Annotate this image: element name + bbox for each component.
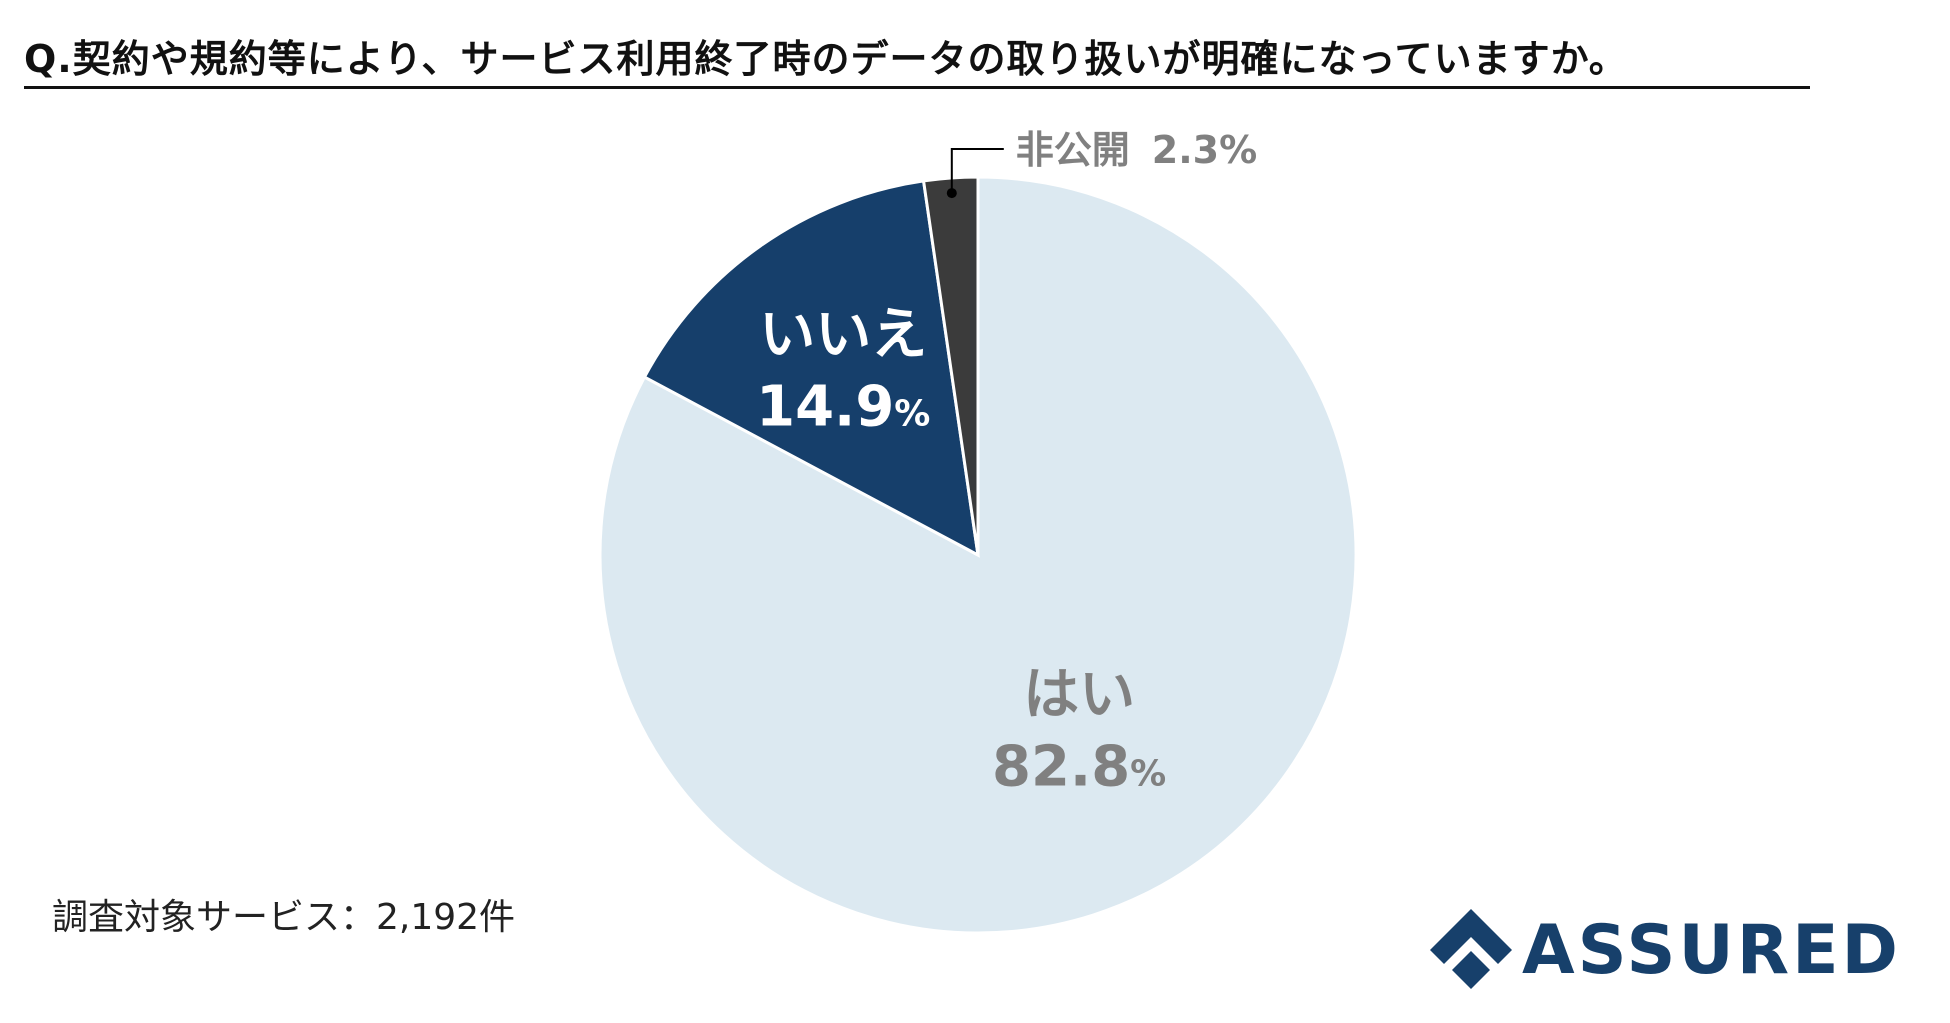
- callout-line: [950, 148, 1004, 194]
- survey-footnote: 調査対象サービス：2,192件: [52, 897, 516, 938]
- assured-logo: ASSURED: [1428, 905, 1901, 995]
- callout-value: 2.3%: [1152, 128, 1257, 172]
- logo-text: ASSURED: [1522, 910, 1901, 990]
- callout-label: 非公開: [1016, 128, 1130, 172]
- slice-label-0: はい: [1023, 663, 1135, 728]
- chart-title: Q.契約や規約等により、サービス利用終了時のデータの取り扱いが明確になっています…: [24, 37, 1628, 81]
- slice-value-0: 82.8%: [992, 735, 1166, 800]
- slice-value-1: 14.9%: [756, 374, 930, 439]
- assured-logo-icon: [1430, 909, 1512, 989]
- pie-slice-2: [921, 175, 980, 556]
- slice-label-1: いいえ: [759, 302, 927, 367]
- pie-slices: [598, 175, 1358, 935]
- title-underline: [24, 86, 1810, 89]
- pie-labels: はい 82.8% いいえ 14.9% 非公開 2.3%: [756, 128, 1257, 800]
- pie-slice-1: [642, 179, 980, 558]
